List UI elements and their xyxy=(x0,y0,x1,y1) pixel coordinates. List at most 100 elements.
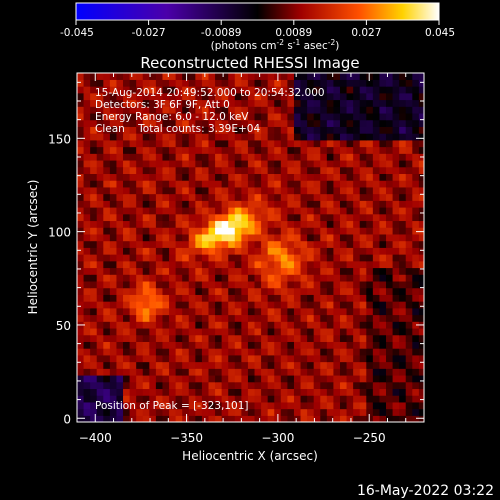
heatmap-cell xyxy=(372,388,381,396)
heatmap-cell xyxy=(77,260,85,269)
heatmap-cell xyxy=(346,408,354,416)
heatmap-cell xyxy=(208,368,216,376)
heatmap-cell xyxy=(149,146,157,154)
heatmap-cell xyxy=(386,99,394,107)
heatmap-cell xyxy=(96,73,104,80)
heatmap-cell xyxy=(195,260,203,269)
heatmap-cell xyxy=(182,92,190,101)
heatmap-cell xyxy=(195,381,203,390)
heatmap-cell xyxy=(175,227,183,235)
heatmap-cell xyxy=(333,227,341,235)
heatmap-cell xyxy=(103,92,111,101)
heatmap-cell xyxy=(372,354,381,363)
heatmap-cell xyxy=(142,368,150,376)
heatmap-cell xyxy=(366,240,374,248)
heatmap-cell xyxy=(175,260,183,269)
heatmap-cell xyxy=(326,280,335,289)
heatmap-cell xyxy=(247,139,256,148)
heatmap-cell xyxy=(136,415,144,422)
heatmap-cell xyxy=(142,307,150,316)
heatmap-cell xyxy=(221,287,229,295)
heatmap-cell xyxy=(77,374,85,383)
heatmap-cell xyxy=(300,86,308,94)
heatmap-cell xyxy=(254,374,262,383)
heatmap-cell xyxy=(339,294,348,302)
heatmap-cell xyxy=(142,294,150,302)
heatmap-cell xyxy=(96,99,104,107)
heatmap-cell xyxy=(274,159,282,168)
heatmap-cell xyxy=(83,381,91,390)
heatmap-cell xyxy=(221,240,229,248)
heatmap-cell xyxy=(169,173,177,181)
heatmap-cell xyxy=(195,73,203,80)
heatmap-cell xyxy=(274,334,282,342)
heatmap-cell xyxy=(346,112,354,121)
heatmap-cell xyxy=(353,307,361,316)
heatmap-cell xyxy=(129,126,137,134)
heatmap-cell xyxy=(162,348,170,356)
heatmap-cell xyxy=(386,139,394,148)
heatmap-cell xyxy=(287,166,295,175)
heatmap-cell xyxy=(162,254,170,262)
heatmap-cell xyxy=(274,287,282,295)
heatmap-cell xyxy=(399,133,407,141)
heatmap-cell xyxy=(169,153,177,161)
heatmap-cell xyxy=(254,213,262,222)
heatmap-cell xyxy=(195,334,203,342)
heatmap-cell xyxy=(412,314,420,322)
heatmap-cell xyxy=(123,395,131,403)
heatmap-cell xyxy=(379,99,387,107)
heatmap-cell xyxy=(418,327,424,336)
heatmap-cell xyxy=(287,227,295,235)
heatmap-cell xyxy=(405,180,413,188)
heatmap-cell xyxy=(366,207,374,215)
heatmap-cell xyxy=(320,247,328,255)
heatmap-cell xyxy=(287,86,295,94)
heatmap-cell xyxy=(221,86,229,94)
heatmap-cell xyxy=(333,348,341,356)
heatmap-cell xyxy=(346,180,354,188)
heatmap-cell xyxy=(221,200,229,208)
heatmap-cell xyxy=(359,267,367,275)
heatmap-cell xyxy=(326,112,335,121)
heatmap-cell xyxy=(267,341,275,349)
heatmap-cell xyxy=(399,401,407,410)
chart-title: Reconstructed RHESSI Image xyxy=(140,54,359,72)
heatmap-cell xyxy=(103,327,111,336)
heatmap-cell xyxy=(418,126,424,134)
heatmap-cell xyxy=(136,233,144,242)
heatmap-cell xyxy=(116,348,124,356)
heatmap-cell xyxy=(326,314,335,322)
heatmap-cell xyxy=(392,73,400,80)
heatmap-cell xyxy=(195,240,203,248)
heatmap-cell xyxy=(142,415,150,422)
heatmap-cell xyxy=(320,260,328,269)
heatmap-cell xyxy=(280,348,288,356)
heatmap-cell xyxy=(307,166,315,175)
heatmap-cell xyxy=(339,173,348,181)
heatmap-cell xyxy=(346,301,354,309)
heatmap-cell xyxy=(313,341,321,349)
heatmap-cell xyxy=(175,193,183,201)
heatmap-cell xyxy=(155,173,164,181)
heatmap-cell xyxy=(188,341,196,349)
heatmap-cell xyxy=(293,361,302,369)
heatmap-cell xyxy=(109,193,118,201)
heatmap-cell xyxy=(175,381,183,390)
heatmap-cell xyxy=(221,106,229,114)
heatmap-cell xyxy=(300,119,308,127)
heatmap-cell xyxy=(83,73,91,80)
heatmap-cell xyxy=(399,193,407,201)
heatmap-cell xyxy=(287,388,295,396)
heatmap-cell xyxy=(405,173,413,181)
heatmap-cell xyxy=(162,153,170,161)
heatmap-cell xyxy=(412,260,420,269)
heatmap-cell xyxy=(405,280,413,289)
heatmap-cell xyxy=(188,200,196,208)
heatmap-cell xyxy=(169,368,177,376)
heatmap-cell xyxy=(90,173,98,181)
heatmap-cell xyxy=(267,334,275,342)
heatmap-cell xyxy=(149,227,157,235)
heatmap-cell xyxy=(228,301,236,309)
heatmap-cell xyxy=(241,213,249,222)
